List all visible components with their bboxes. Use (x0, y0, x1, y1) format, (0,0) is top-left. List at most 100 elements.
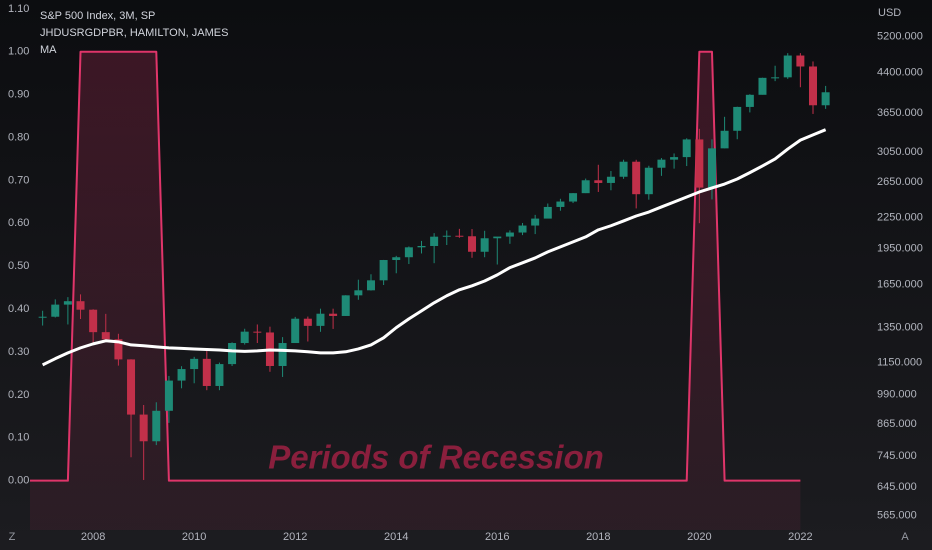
scale-button[interactable]: Z (9, 531, 16, 543)
candle-body (114, 339, 123, 360)
candle-body (531, 218, 540, 226)
y-tick-label: 0.70 (8, 174, 29, 186)
y2-tick-label: 4400.000 (877, 67, 923, 79)
y2-tick-label: 1350.000 (877, 322, 923, 334)
y2-axis-label: USD (878, 7, 901, 19)
y2-tick-label: 3050.000 (877, 146, 923, 158)
y-tick-label: 0.10 (8, 432, 29, 444)
candle-body (215, 364, 224, 386)
legend-entry: MA (40, 44, 57, 56)
candle-body (354, 290, 363, 296)
y-tick-label: 1.10 (8, 3, 29, 15)
line (41, 128, 827, 367)
candle-body (543, 206, 552, 219)
y2-tick-label: 3650.000 (877, 107, 923, 119)
candle-body (632, 161, 641, 195)
candle-body (619, 161, 628, 177)
candle-body (240, 331, 249, 344)
candle-body (152, 410, 161, 442)
y2-tick-label: 1950.000 (877, 242, 923, 254)
candle-body (228, 343, 237, 365)
candle-body (366, 280, 375, 291)
plot-area (30, 50, 830, 530)
candle-body (190, 358, 199, 370)
candle-body (63, 301, 72, 305)
candle-body (581, 180, 590, 194)
candle-body (670, 157, 679, 160)
candle-body (392, 257, 401, 261)
candle-body (758, 77, 767, 95)
y-tick-label: 0.00 (8, 475, 29, 487)
x-tick-label: 2016 (485, 531, 509, 543)
candle-body (127, 359, 136, 415)
candle-body (442, 235, 451, 237)
candle-body (379, 260, 388, 281)
candle-body (89, 309, 98, 333)
candle-body (783, 55, 792, 78)
candle-body (76, 301, 85, 310)
x-tick-label: 2012 (283, 531, 307, 543)
y-tick-label: 0.80 (8, 131, 29, 143)
candle-body (51, 304, 60, 317)
candle-body (569, 193, 578, 202)
candle-body (657, 159, 666, 168)
candle-body (556, 201, 565, 207)
candle-body (341, 295, 350, 316)
y2-tick-label: 565.000 (877, 510, 917, 522)
x-tick-label: 2018 (586, 531, 610, 543)
candle-body (796, 55, 805, 67)
candle-body (455, 235, 464, 237)
candle-body (278, 343, 287, 366)
candle-body (468, 236, 477, 252)
candle-body (291, 318, 300, 344)
y2-tick-label: 645.000 (877, 481, 917, 493)
line-area (30, 51, 801, 530)
scale-button[interactable]: A (901, 531, 909, 543)
candle-body (644, 167, 653, 195)
y2-tick-label: 1150.000 (877, 356, 922, 368)
candle-body (606, 176, 615, 183)
candle-body (808, 66, 817, 106)
y2-tick-label: 745.000 (877, 450, 917, 462)
candle-body (733, 106, 742, 131)
legend-entry: JHDUSRGDPBR, HAMILTON, JAMES (40, 27, 228, 39)
line (30, 50, 801, 482)
candle-body (38, 316, 47, 318)
candle-body (177, 369, 186, 381)
y-tick-label: 0.60 (8, 217, 29, 229)
y2-tick-label: 2650.000 (877, 176, 923, 188)
candle-body (707, 148, 716, 188)
candle-body (493, 236, 502, 239)
candle-body (253, 331, 262, 333)
candle-body (480, 238, 489, 252)
x-tick-label: 2020 (687, 531, 711, 543)
candle-body (139, 414, 148, 442)
x-tick-label: 2022 (788, 531, 812, 543)
candle-body (417, 245, 426, 248)
y-tick-label: 0.30 (8, 346, 29, 358)
y-tick-label: 0.20 (8, 389, 29, 401)
candle-body (505, 232, 514, 237)
legend-entry: S&P 500 Index, 3M, SP (40, 10, 155, 22)
x-tick-label: 2008 (81, 531, 105, 543)
candle-body (518, 225, 527, 233)
candle-body (594, 180, 603, 183)
candle-body (682, 139, 691, 158)
candle-body (745, 94, 754, 107)
candle-body (720, 130, 729, 149)
y-tick-label: 1.00 (8, 46, 29, 58)
x-tick-label: 2014 (384, 531, 408, 543)
y2-tick-label: 1650.000 (877, 278, 923, 290)
y2-tick-label: 990.000 (877, 389, 917, 401)
annotation: Periods of Recession (268, 439, 604, 476)
candle-body (164, 380, 173, 411)
candle-body (821, 92, 830, 106)
y-tick-label: 0.40 (8, 303, 29, 315)
candle-body (329, 313, 338, 316)
candle-body (316, 313, 325, 326)
y2-tick-label: 5200.000 (877, 31, 923, 43)
candle-body (430, 236, 439, 246)
y2-tick-label: 2250.000 (877, 211, 923, 223)
x-tick-label: 2010 (182, 531, 206, 543)
